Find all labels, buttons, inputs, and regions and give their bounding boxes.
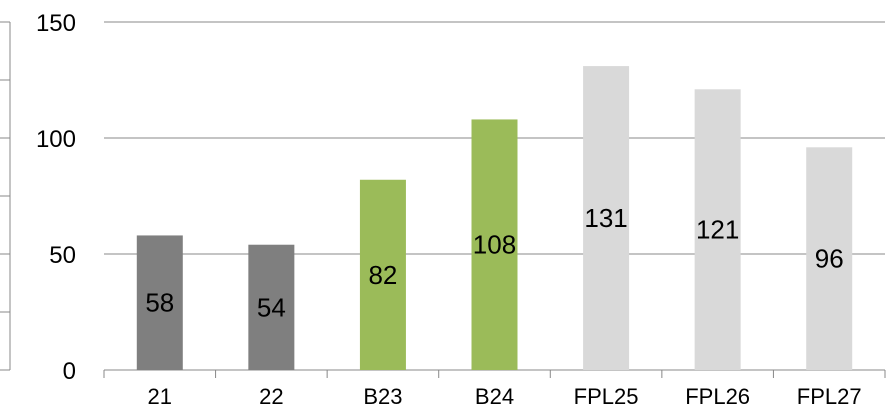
category-label-22: 22 <box>259 384 283 409</box>
category-label-B24: B24 <box>475 384 514 409</box>
data-label-FPL27: 96 <box>815 244 844 274</box>
y-tick-label: 0 <box>63 358 76 385</box>
category-label-B23: B23 <box>363 384 402 409</box>
category-label-FPL26: FPL26 <box>685 384 750 409</box>
data-label-B23: 82 <box>368 260 397 290</box>
bar-B23 <box>359 179 406 370</box>
bar-B24 <box>471 119 518 370</box>
data-label-FPL25: 131 <box>584 203 627 233</box>
axes <box>0 21 886 378</box>
bar-FPL26 <box>694 89 741 370</box>
bar-FPL27 <box>806 147 853 370</box>
data-label-21: 58 <box>145 288 174 318</box>
category-label-21: 21 <box>148 384 172 409</box>
category-label-FPL25: FPL25 <box>574 384 639 409</box>
y-tick-labels: 0 50 100 150 <box>36 10 76 385</box>
x-category-labels: 21 22 B23 B24 FPL25 FPL26 FPL27 <box>148 384 862 409</box>
data-label-FPL26: 121 <box>696 215 739 245</box>
y-tick-label: 150 <box>36 10 76 37</box>
category-label-FPL27: FPL27 <box>797 384 862 409</box>
data-label-22: 54 <box>257 292 286 322</box>
y-tick-label: 50 <box>49 242 76 269</box>
data-labels: 58 54 82 108 131 121 96 <box>145 203 843 322</box>
bar-21 <box>136 235 183 370</box>
data-label-B24: 108 <box>473 230 516 260</box>
bar-FPL25 <box>583 66 630 370</box>
bar-22 <box>248 244 295 370</box>
y-tick-label: 100 <box>36 126 76 153</box>
bars <box>136 66 853 370</box>
